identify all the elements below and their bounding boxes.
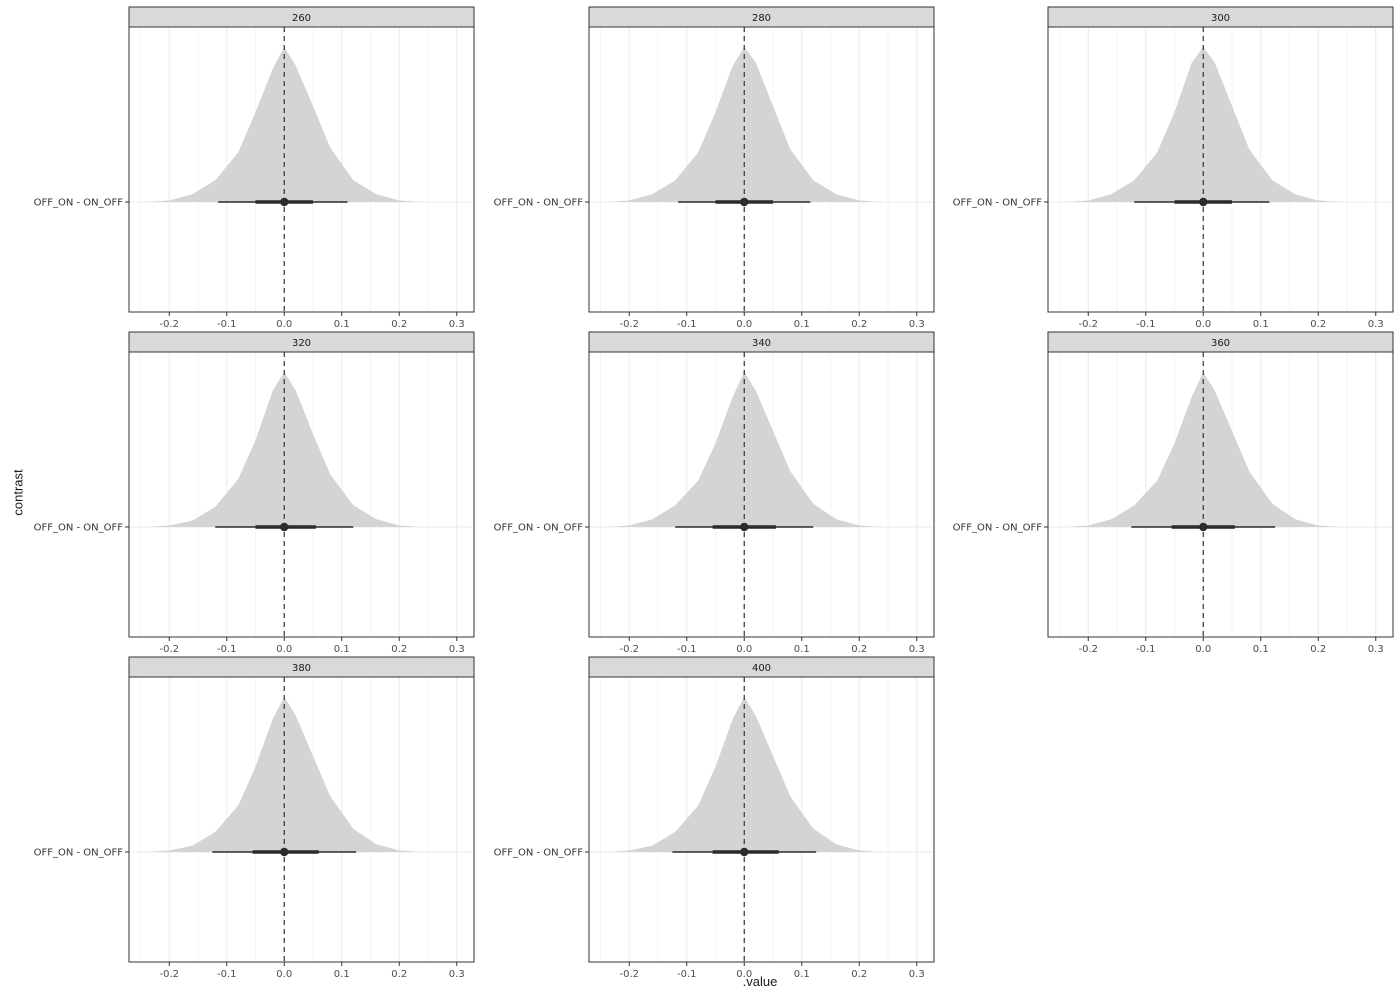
facet-strip-label: 280	[752, 13, 771, 24]
x-tick-label: -0.2	[619, 969, 639, 980]
y-tick-label: OFF_ON - ON_OFF	[34, 523, 124, 534]
x-tick-label: -0.1	[1136, 319, 1156, 330]
x-tick-label: -0.1	[677, 319, 697, 330]
facet-panel-360: 360 OFF_ON - ON_OFF -0.2 -0.1 0.0 0.1 0.2 0.3	[953, 331, 1394, 655]
x-tick-label: -0.2	[619, 644, 639, 655]
x-tick-label: -0.2	[1078, 319, 1098, 330]
x-tick-label: 0.1	[794, 319, 810, 330]
facet-strip-label: 340	[752, 338, 771, 349]
density-area	[146, 47, 423, 202]
x-tick-label: 0.3	[909, 319, 925, 330]
density-area	[146, 372, 423, 527]
density-area	[606, 697, 883, 852]
density-area	[606, 372, 883, 527]
x-tick-label: 0.3	[449, 319, 465, 330]
x-tick-label: 0.0	[1195, 644, 1211, 655]
x-tick-label: -0.2	[159, 644, 179, 655]
x-tick-label: 0.2	[851, 319, 867, 330]
x-tick-label: 0.2	[851, 644, 867, 655]
facet-strip-label: 320	[292, 338, 311, 349]
x-tick-label: 0.2	[851, 969, 867, 980]
y-tick-label: OFF_ON - ON_OFF	[34, 198, 124, 209]
facet-panel-340: 340 OFF_ON - ON_OFF -0.2 -0.1 0.0 0.1 0.2 0.3	[494, 331, 935, 655]
x-tick-label: -0.1	[217, 969, 237, 980]
x-tick-label: 0.0	[736, 644, 752, 655]
x-tick-label: 0.3	[909, 644, 925, 655]
facet-strip	[1047, 331, 1394, 353]
facet-strip-label: 360	[1211, 338, 1230, 349]
x-tick-label: 0.0	[276, 969, 292, 980]
facet-panel-260: 260 OFF_ON - ON_OFF -0.2 -0.1 0.0 0.1 0.2 0.3	[34, 6, 475, 330]
facet-strip	[1047, 6, 1394, 28]
x-tick-label: 0.3	[449, 969, 465, 980]
facet-strip	[128, 6, 475, 28]
x-tick-label: 0.2	[1310, 319, 1326, 330]
x-tick-label: 0.0	[736, 319, 752, 330]
x-tick-label: 0.2	[391, 969, 407, 980]
y-tick-label: OFF_ON - ON_OFF	[494, 198, 584, 209]
facet-strip	[588, 656, 935, 678]
x-tick-label: 0.1	[794, 969, 810, 980]
facet-strip-label: 260	[292, 13, 311, 24]
x-tick-label: -0.2	[159, 319, 179, 330]
facet-panel-380: 380 OFF_ON - ON_OFF -0.2 -0.1 0.0 0.1 0.2 0.3	[34, 656, 475, 980]
y-tick-label: OFF_ON - ON_OFF	[953, 523, 1043, 534]
facet-strip-label: 380	[292, 663, 311, 674]
facet-strip	[588, 331, 935, 353]
density-area	[1065, 372, 1342, 527]
x-tick-label: 0.2	[1310, 644, 1326, 655]
x-tick-label: 0.2	[391, 319, 407, 330]
facet-panel-320: 320 OFF_ON - ON_OFF -0.2 -0.1 0.0 0.1 0.2 0.3	[34, 331, 475, 655]
x-tick-label: 0.1	[794, 644, 810, 655]
y-axis-title: contrast	[10, 469, 26, 516]
x-tick-label: 0.2	[391, 644, 407, 655]
x-tick-label: 0.0	[1195, 319, 1211, 330]
x-tick-label: 0.0	[276, 319, 292, 330]
x-tick-label: 0.3	[909, 969, 925, 980]
x-tick-label: -0.1	[677, 644, 697, 655]
facet-strip-label: 400	[752, 663, 771, 674]
x-tick-label: -0.1	[677, 969, 697, 980]
y-tick-label: OFF_ON - ON_OFF	[494, 848, 584, 859]
x-tick-label: -0.2	[1078, 644, 1098, 655]
x-tick-label: -0.1	[217, 644, 237, 655]
density-area	[606, 47, 883, 202]
facet-panel-280: 280 OFF_ON - ON_OFF -0.2 -0.1 0.0 0.1 0.2 0.3	[494, 6, 935, 330]
x-tick-label: 0.1	[334, 644, 350, 655]
density-area	[146, 697, 423, 852]
facet-strip	[128, 331, 475, 353]
facet-strip-label: 300	[1211, 13, 1230, 24]
x-tick-label: 0.3	[449, 644, 465, 655]
x-tick-label: -0.2	[619, 319, 639, 330]
x-tick-label: -0.1	[217, 319, 237, 330]
x-tick-label: 0.1	[334, 319, 350, 330]
density-area	[1065, 47, 1342, 202]
facet-panel-300: 300 OFF_ON - ON_OFF -0.2 -0.1 0.0 0.1 0.2 0.3	[953, 6, 1394, 330]
x-tick-label: 0.1	[1253, 319, 1269, 330]
x-tick-label: 0.0	[276, 644, 292, 655]
facet-strip	[128, 656, 475, 678]
y-tick-label: OFF_ON - ON_OFF	[34, 848, 124, 859]
y-tick-label: OFF_ON - ON_OFF	[953, 198, 1043, 209]
facet-panel-400: 400 OFF_ON - ON_OFF -0.2 -0.1 0.0 0.1 0.2 0.3	[494, 656, 935, 980]
x-tick-label: 0.1	[1253, 644, 1269, 655]
facet-strip	[588, 6, 935, 28]
x-tick-label: 0.0	[736, 969, 752, 980]
x-tick-label: -0.2	[159, 969, 179, 980]
x-tick-label: 0.1	[334, 969, 350, 980]
x-tick-label: 0.3	[1368, 319, 1384, 330]
y-tick-label: OFF_ON - ON_OFF	[494, 523, 584, 534]
x-axis-title: .value	[742, 974, 778, 989]
x-tick-label: 0.3	[1368, 644, 1384, 655]
x-tick-label: -0.1	[1136, 644, 1156, 655]
